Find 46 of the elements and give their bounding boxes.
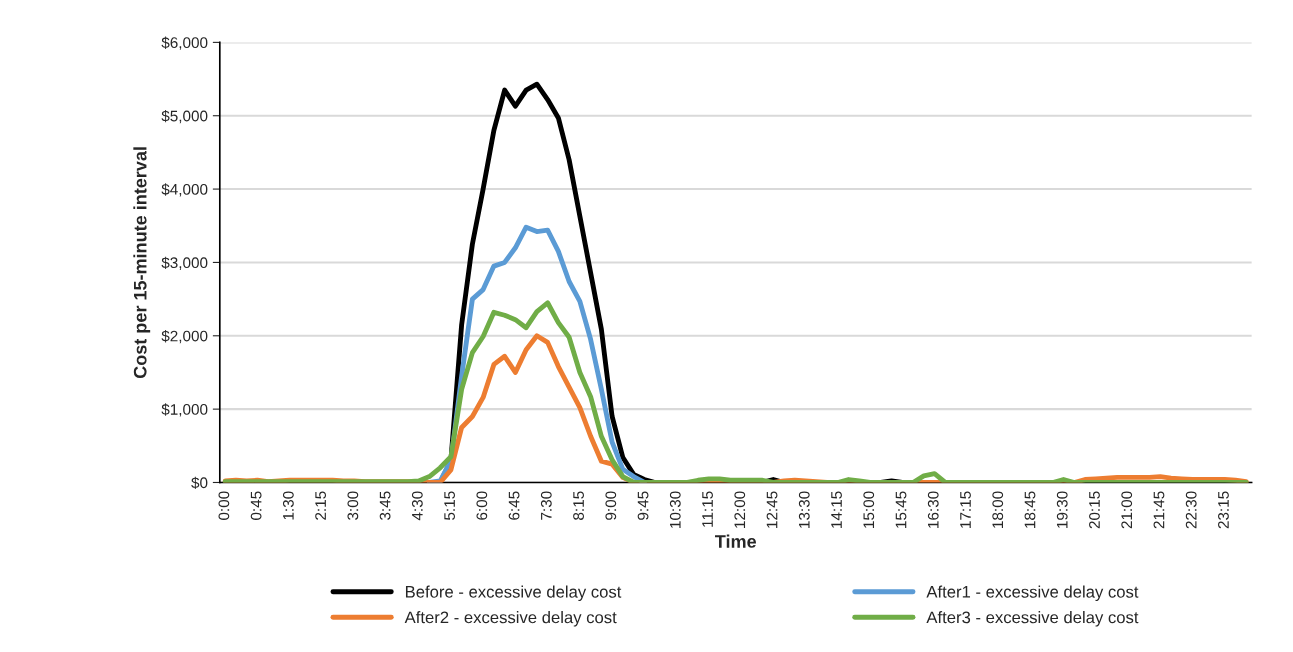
x-tick-label: 3:00 <box>347 491 359 520</box>
y-tick-label: $3,000 <box>161 256 208 270</box>
x-tick-label: 22:30 <box>1185 491 1197 529</box>
x-tick-label: 13:30 <box>798 491 810 528</box>
x-tick-label: 15:00 <box>863 491 875 528</box>
x-tick-label: 19:30 <box>1056 491 1068 528</box>
legend-label: Before - excessive delay cost <box>405 585 622 602</box>
x-tick-label: 6:45 <box>508 491 520 520</box>
y-tick-label: $4,000 <box>161 183 208 197</box>
x-tick-label: 23:15 <box>1218 491 1229 529</box>
x-tick-label: 14:15 <box>831 491 842 528</box>
y-tick-label: $5,000 <box>161 109 208 124</box>
x-tick-label: 0:00 <box>218 491 230 520</box>
x-tick-label: 12:45 <box>766 491 778 528</box>
x-tick-label: 8:15 <box>573 491 584 520</box>
x-tick-label: 21:45 <box>1153 491 1165 529</box>
legend-label: After2 - excessive delay cost <box>404 611 617 627</box>
line-series <box>222 300 1249 483</box>
x-tick-label: 9:00 <box>605 491 617 520</box>
x-tick-label: 9:45 <box>637 491 649 520</box>
x-tick-label: 3:45 <box>379 491 391 520</box>
y-tick-label: $1,000 <box>161 403 208 417</box>
x-tick-label: 16:30 <box>927 491 939 528</box>
legend-label: After3 - excessive delay cost <box>926 611 1139 627</box>
legend-label: After1 - excessive delay cost <box>926 585 1139 602</box>
x-tick-label: 21:00 <box>1121 491 1133 529</box>
y-tick-label: $6,000 <box>161 36 208 50</box>
x-tick-label: 12:00 <box>734 491 746 528</box>
x-tick-label: 18:00 <box>992 491 1004 528</box>
x-tick-label: 7:30 <box>540 491 552 520</box>
x-tick-label: 2:15 <box>315 491 327 520</box>
y-tick-label: $0 <box>191 476 208 490</box>
x-tick-label: 20:15 <box>1089 491 1100 529</box>
x-tick-label: 4:30 <box>411 491 423 521</box>
x-tick-label: 5:15 <box>444 491 455 520</box>
x-tick-label: 17:15 <box>960 491 971 528</box>
x-tick-label: 10:30 <box>669 491 681 528</box>
x-tick-label: 11:15 <box>702 491 713 527</box>
x-tick-label: 1:30 <box>282 491 294 520</box>
y-tick-label: $2,000 <box>161 330 208 344</box>
x-tick-label: 15:45 <box>895 491 907 528</box>
y-axis-title: Cost per 15-minute interval <box>133 147 151 379</box>
x-axis-title: Time <box>715 534 757 548</box>
x-tick-label: 6:00 <box>476 491 488 520</box>
x-tick-label: 0:45 <box>250 491 262 520</box>
x-tick-label: 18:45 <box>1024 491 1036 528</box>
